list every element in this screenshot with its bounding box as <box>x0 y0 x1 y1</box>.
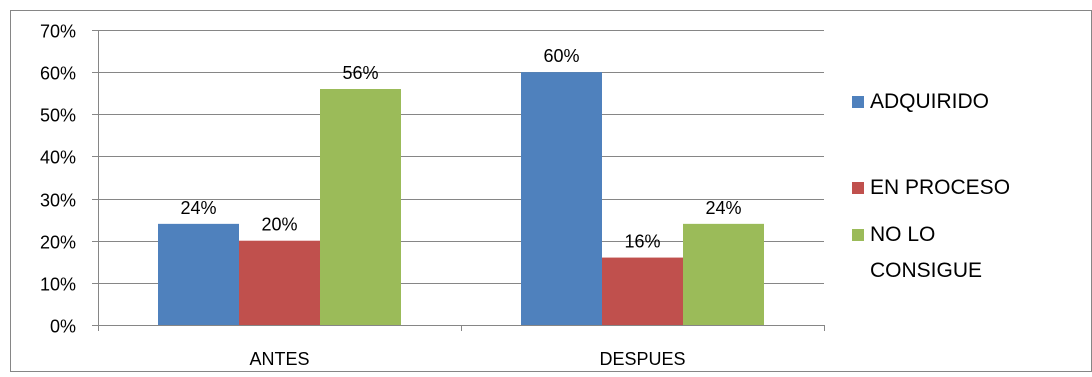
y-tick-label: 50% <box>40 106 76 126</box>
data-label: 16% <box>624 232 660 252</box>
legend-label: NO LO CONSIGUE <box>870 223 982 282</box>
legend-label: EN PROCESO <box>870 176 1010 199</box>
data-label: 20% <box>261 215 297 235</box>
legend-label: ADQUIRIDO <box>870 90 989 113</box>
y-tick-label: 10% <box>40 275 76 295</box>
bar-no-lo-consigue <box>320 89 401 325</box>
y-tick-label: 60% <box>40 64 76 84</box>
data-label: 60% <box>543 46 579 66</box>
bar-adquirido <box>521 72 602 326</box>
y-tick-label: 30% <box>40 191 76 211</box>
data-labels: 24% 20% 56% 60% 16% 24% <box>180 46 741 251</box>
y-tick-label: 0% <box>50 317 76 337</box>
legend: ADQUIRIDO EN PROCESO NO LO CONSIGUE <box>852 90 1010 282</box>
data-label: 56% <box>342 63 378 83</box>
legend-swatch <box>852 96 864 108</box>
data-label: 24% <box>705 198 741 218</box>
bar-en-proceso <box>239 240 320 325</box>
legend-swatch <box>852 182 864 194</box>
y-tick-label: 70% <box>40 22 76 42</box>
bar-en-proceso <box>602 257 683 325</box>
y-tick-label: 40% <box>40 148 76 168</box>
legend-swatch <box>852 229 864 241</box>
data-label: 24% <box>180 198 216 218</box>
y-tick-label: 20% <box>40 233 76 253</box>
bar-no-lo-consigue <box>683 223 764 325</box>
axes: 0% 10% 20% 30% 40% 50% 60% 70% ANTES DESPUES <box>40 22 825 369</box>
x-tick-label: DESPUES <box>599 349 685 369</box>
x-tick-label: ANTES <box>249 349 309 369</box>
bar-adquirido <box>158 223 239 325</box>
bar-series <box>158 72 764 326</box>
